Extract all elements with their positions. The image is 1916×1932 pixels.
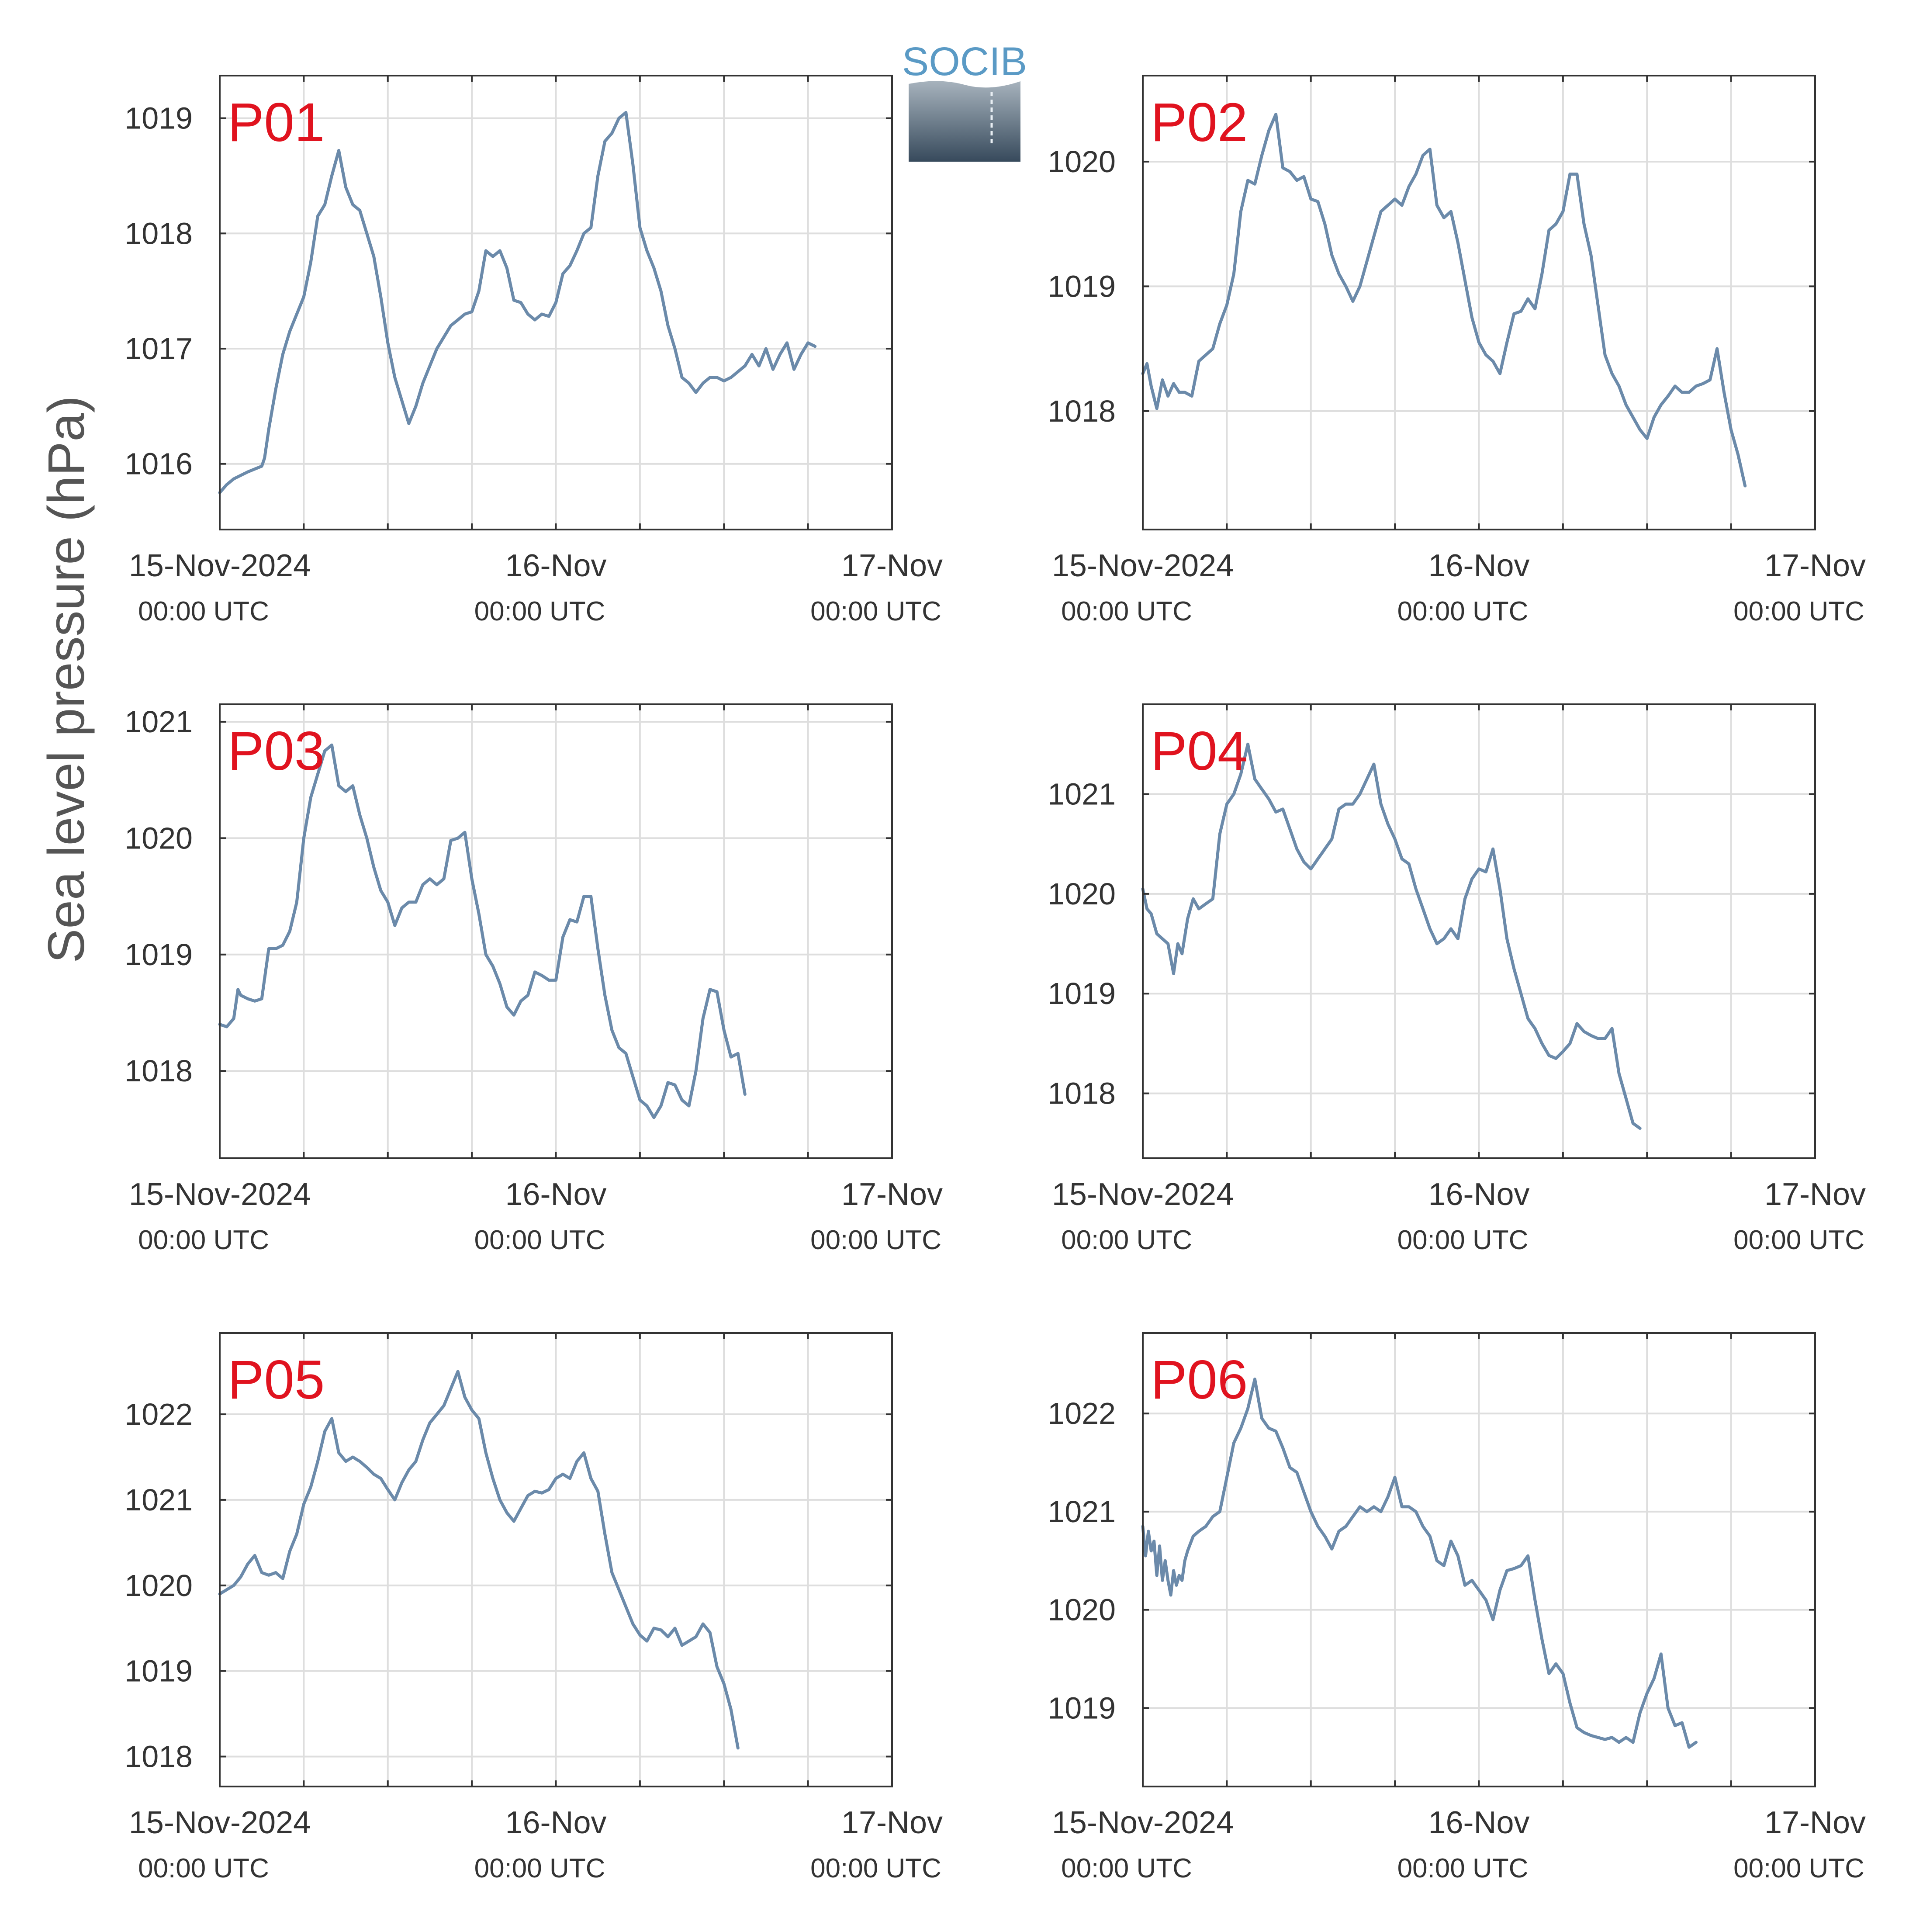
x-tick-label: 16-Nov (1428, 548, 1529, 583)
pressure-series-line (1141, 1378, 1698, 1749)
x-tick-label: 16-Nov (1428, 1805, 1529, 1840)
x-tick-label: 17-Nov (1764, 1177, 1866, 1212)
y-tick-label: 1021 (1048, 777, 1116, 811)
x-tick-sublabel: 00:00 UTC (1397, 1225, 1529, 1255)
x-tick-sublabel: 00:00 UTC (1733, 596, 1864, 627)
x-tick-sublabel: 00:00 UTC (138, 1225, 269, 1255)
chart-panel-5: 1018 1019 1020 1021 1022 15-Nov-2024 00:00 UTC… (125, 1332, 943, 1884)
y-tick-label: 1021 (125, 1483, 193, 1517)
x-tick-label: 17-Nov (1764, 1805, 1866, 1840)
x-tick-label: 16-Nov (1428, 1177, 1529, 1212)
x-tick-sublabel: 00:00 UTC (474, 596, 605, 627)
y-tick-label: 1018 (125, 216, 193, 250)
logo-wave (909, 81, 1020, 162)
panel-title: P04 (1151, 721, 1248, 782)
x-tick-sublabel: 00:00 UTC (1061, 1225, 1192, 1255)
y-tick-label: 1019 (1048, 1691, 1116, 1725)
y-tick-label: 1020 (125, 1568, 193, 1603)
y-tick-label: 1018 (1048, 394, 1116, 428)
x-tick-label: 15-Nov-2024 (129, 1177, 311, 1212)
panel-title: P03 (228, 721, 325, 782)
panel-title: P06 (1151, 1350, 1248, 1410)
x-tick-label: 16-Nov (505, 1805, 606, 1840)
chart-panel-3: 1018 1019 1020 1021 15-Nov-2024 00:00 UTC 16-N… (125, 703, 943, 1255)
logo-text: SOCIB (902, 39, 1027, 84)
y-tick-label: 1020 (125, 821, 193, 855)
x-tick-label: 15-Nov-2024 (1052, 1177, 1234, 1212)
y-tick-label: 1020 (1048, 877, 1116, 911)
y-tick-label: 1018 (125, 1054, 193, 1088)
y-tick-label: 1022 (1048, 1396, 1116, 1430)
pressure-series-line (218, 1370, 740, 1750)
y-tick-label: 1017 (125, 332, 193, 366)
x-tick-sublabel: 00:00 UTC (1397, 596, 1529, 627)
y-tick-label: 1021 (1048, 1495, 1116, 1529)
x-tick-sublabel: 00:00 UTC (810, 596, 941, 627)
y-tick-label: 1018 (125, 1739, 193, 1773)
pressure-series-line (1141, 742, 1642, 1130)
y-tick-label: 1019 (125, 1654, 193, 1688)
x-tick-label: 16-Nov (505, 548, 606, 583)
x-tick-sublabel: 00:00 UTC (474, 1225, 605, 1255)
y-tick-label: 1019 (125, 101, 193, 135)
pressure-series-line (218, 111, 817, 495)
y-tick-label: 1020 (1048, 1593, 1116, 1627)
x-tick-label: 15-Nov-2024 (1052, 548, 1234, 583)
x-tick-label: 17-Nov (1764, 548, 1866, 583)
x-tick-sublabel: 00:00 UTC (1733, 1853, 1864, 1884)
x-tick-sublabel: 00:00 UTC (1061, 1853, 1192, 1884)
x-tick-sublabel: 00:00 UTC (1733, 1225, 1864, 1255)
x-tick-label: 15-Nov-2024 (129, 1805, 311, 1840)
x-tick-label: 15-Nov-2024 (1052, 1805, 1234, 1840)
panels: 1016 1017 1018 1019 15-Nov-2024 00:00 UTC 16-N… (125, 75, 1866, 1884)
y-tick-label: 1018 (1048, 1077, 1116, 1111)
x-tick-sublabel: 00:00 UTC (474, 1853, 605, 1884)
chart-panel-1: 1016 1017 1018 1019 15-Nov-2024 00:00 UTC 16-N… (125, 75, 943, 627)
x-tick-sublabel: 00:00 UTC (810, 1853, 941, 1884)
x-tick-sublabel: 00:00 UTC (138, 1853, 269, 1884)
x-tick-label: 17-Nov (841, 1805, 943, 1840)
chart-panel-6: 1019 1020 1021 1022 15-Nov-2024 00:00 UTC 16-N… (1048, 1332, 1866, 1884)
x-tick-sublabel: 00:00 UTC (1061, 596, 1192, 627)
chart-panel-4: 1018 1019 1020 1021 15-Nov-2024 00:00 UTC 16-N… (1048, 703, 1866, 1255)
y-axis-label: Sea level pressure (hPa) (38, 396, 95, 963)
x-tick-label: 17-Nov (841, 548, 943, 583)
x-tick-label: 15-Nov-2024 (129, 548, 311, 583)
y-tick-label: 1019 (1048, 269, 1116, 303)
x-tick-sublabel: 00:00 UTC (138, 596, 269, 627)
y-tick-label: 1016 (125, 447, 193, 481)
x-tick-label: 17-Nov (841, 1177, 943, 1212)
x-tick-sublabel: 00:00 UTC (1397, 1853, 1529, 1884)
x-tick-label: 16-Nov (505, 1177, 606, 1212)
y-tick-label: 1020 (1048, 145, 1116, 179)
x-tick-sublabel: 00:00 UTC (810, 1225, 941, 1255)
pressure-series-line (218, 743, 747, 1119)
panel-title: P05 (228, 1350, 325, 1410)
y-tick-label: 1019 (1048, 976, 1116, 1011)
pressure-series-line (1141, 113, 1747, 488)
panel-title: P02 (1151, 92, 1248, 153)
chart-panel-2: 1018 1019 1020 15-Nov-2024 00:00 UTC 16-Nov 00… (1048, 75, 1866, 627)
y-tick-label: 1021 (125, 705, 193, 739)
y-tick-label: 1019 (125, 938, 193, 972)
panel-title: P01 (228, 92, 325, 153)
y-tick-label: 1022 (125, 1397, 193, 1431)
socib-logo: SOCIB (902, 39, 1027, 162)
